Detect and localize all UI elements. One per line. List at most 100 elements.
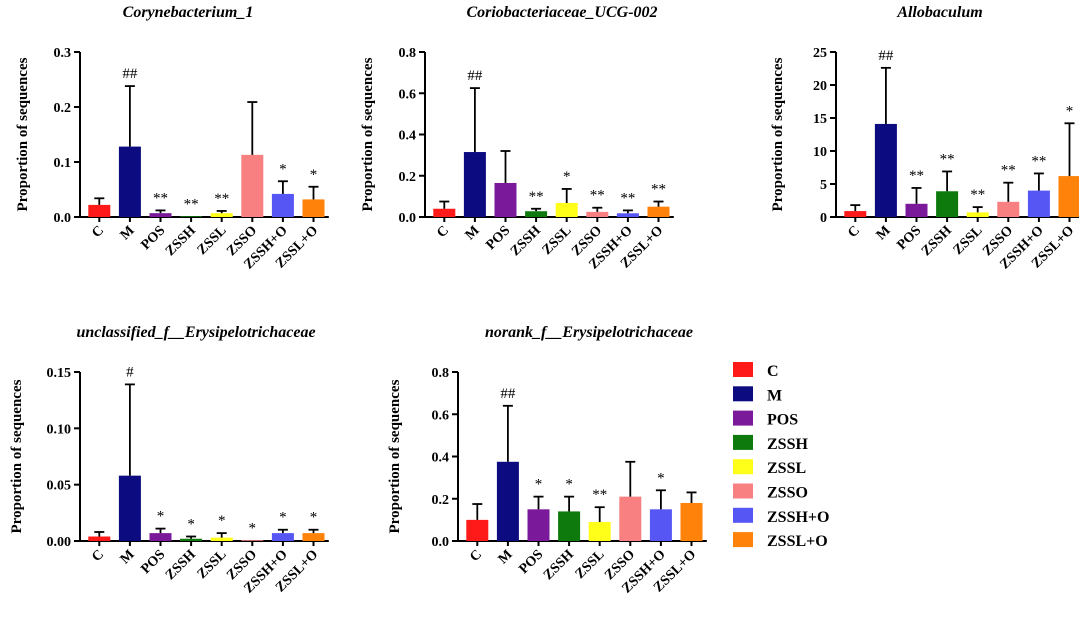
y-tick-label: 10 — [813, 145, 827, 160]
significance-label: ** — [909, 168, 924, 184]
significance-label: ** — [970, 187, 985, 203]
x-tick-label: ZSSL — [573, 547, 608, 582]
significance-label: ## — [878, 48, 894, 64]
x-tick-label: C — [89, 223, 107, 241]
chart-3: Allobaculum Proportion of sequences 0 5 10 15… — [770, 4, 1079, 272]
x-tick-label: M — [874, 223, 894, 243]
x-tick-label: C — [467, 547, 485, 565]
y-tick-label: 0.8 — [399, 46, 417, 61]
bar-m — [496, 461, 519, 541]
chart-title: Corynebacterium_1 — [123, 4, 254, 21]
significance-label: # — [126, 364, 134, 380]
y-tick-label: 0.0 — [54, 211, 72, 226]
significance-label: * — [310, 510, 318, 526]
y-tick-label: 0.2 — [54, 101, 72, 116]
x-tick-label: M — [118, 547, 138, 567]
y-tick-label: 25 — [813, 46, 827, 61]
bar-zssh — [936, 191, 959, 217]
significance-label: ** — [153, 190, 168, 206]
significance-label: ## — [500, 386, 516, 402]
significance-label: ## — [467, 68, 483, 84]
significance-label: ** — [651, 182, 666, 198]
chart-title: Coriobacteriaceae_UCG-002 — [466, 4, 657, 21]
legend-swatch — [733, 459, 753, 475]
bar-zssl — [555, 202, 578, 217]
y-tick-label: 0.10 — [47, 422, 72, 437]
significance-label: * — [187, 516, 195, 532]
x-tick-label: ZSSH — [508, 223, 544, 259]
x-tick-label: C — [845, 223, 863, 241]
chart-1: Corynebacterium_1 Proportion of sequences… — [15, 4, 329, 272]
y-tick-label: 0.3 — [54, 46, 72, 61]
significance-label: * — [310, 167, 318, 183]
y-tick-label: 0.05 — [47, 479, 72, 494]
bar-m — [874, 123, 897, 217]
x-tick-label: ZSSL — [195, 547, 230, 582]
bar-zsso — [997, 201, 1020, 217]
y-tick-label: 5 — [820, 178, 827, 193]
chart-4: unclassified_f__Erysipelotrichaceae Propo… — [9, 324, 329, 596]
y-tick-label: 0.8 — [432, 366, 450, 381]
significance-label: * — [249, 520, 257, 536]
bar-zssl — [966, 212, 989, 217]
bar-zssl-plus-o — [680, 502, 703, 541]
bar-zssh-plus-o — [271, 193, 294, 217]
legend-swatch — [733, 362, 753, 377]
significance-label: * — [279, 161, 287, 177]
x-tick-label: M — [463, 223, 483, 243]
legend-label: ZSSH+O — [767, 509, 829, 526]
significance-label: * — [279, 510, 287, 526]
bar-zssh-plus-o — [649, 509, 672, 541]
bar-zssh-plus-o — [1027, 190, 1050, 217]
legend: CM POS ZSSH ZSSL ZSSO ZSSH+O ZSSL+O — [733, 362, 829, 550]
bar-zssh-plus-o — [616, 213, 639, 217]
y-axis-label: Proportion of sequences — [360, 57, 376, 211]
legend-label: ZSSL — [767, 460, 806, 477]
bar-m — [118, 475, 141, 541]
chart-title: Allobaculum — [896, 4, 982, 21]
significance-label: ** — [592, 487, 607, 503]
legend-label: C — [767, 363, 779, 380]
bar-c — [844, 211, 867, 217]
y-tick-label: 0.4 — [399, 129, 417, 144]
significance-label: ** — [940, 151, 955, 167]
significance-label: ** — [590, 188, 605, 204]
significance-label: * — [1066, 103, 1074, 119]
significance-label: ** — [184, 196, 199, 212]
significance-label: * — [563, 169, 571, 185]
significance-label: ** — [1001, 163, 1016, 179]
chart-2: Coriobacteriaceae_UCG-002 Proportion of s… — [360, 4, 674, 272]
x-tick-label: ZSSH — [541, 547, 577, 583]
bar-pos — [527, 509, 550, 541]
significance-label: ** — [620, 190, 635, 206]
significance-label: * — [218, 513, 226, 529]
significance-label: * — [535, 477, 543, 493]
bar-m — [463, 152, 486, 217]
chart-title: norank_f__Erysipelotrichaceae — [485, 324, 693, 341]
bar-zsso — [241, 154, 264, 217]
bar-zssl — [210, 213, 233, 217]
y-axis-label: Proportion of sequences — [9, 379, 25, 533]
legend-swatch — [733, 483, 753, 499]
x-tick-label: ZSSH — [919, 223, 955, 259]
chart-5: norank_f__Erysipelotrichaceae Proportion … — [387, 324, 707, 596]
significance-label: ** — [214, 191, 229, 207]
bar-c — [433, 208, 456, 217]
bar-c — [466, 519, 489, 541]
y-tick-label: 0.1 — [54, 156, 72, 171]
bar-zssh — [180, 538, 203, 541]
x-tick-label: ZSSL — [540, 223, 575, 258]
chart-title: unclassified_f__Erysipelotrichaceae — [76, 324, 315, 341]
bar-zssh — [558, 511, 581, 541]
y-tick-label: 0.15 — [47, 366, 72, 381]
x-tick-label: C — [434, 223, 452, 241]
bar-zsso — [586, 211, 609, 217]
legend-label: ZSSO — [767, 485, 808, 502]
bar-pos — [905, 203, 928, 217]
bar-m — [118, 146, 141, 217]
bar-pos — [494, 182, 517, 217]
significance-label: * — [565, 477, 573, 493]
y-tick-label: 0.6 — [399, 87, 417, 102]
bar-zssl — [210, 537, 233, 541]
